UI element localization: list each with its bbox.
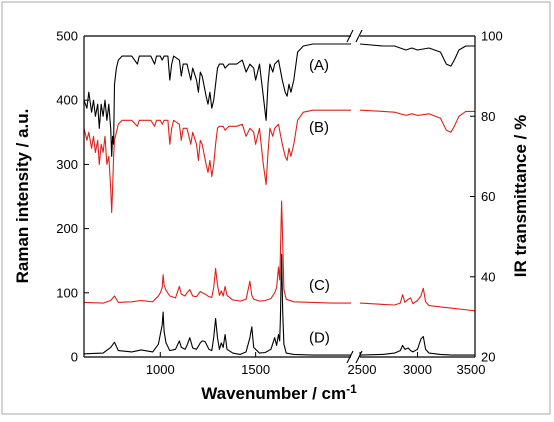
- series-line-a-segment-2: [359, 43, 475, 67]
- curve-label-c: (C): [309, 277, 330, 294]
- axis-break-gap-top: [351, 31, 360, 41]
- series-line-c-segment-1: [83, 200, 351, 304]
- y-right-tick-label: 60: [481, 189, 495, 204]
- y-axis-right-title: IR transmittance / %: [511, 115, 530, 278]
- series-line-b-segment-1: [83, 109, 351, 214]
- x-tick-label: 3000: [403, 362, 432, 377]
- y-right-tick-label: 40: [481, 269, 495, 284]
- axis-break-mark: [346, 350, 354, 364]
- y-left-tick-label: 100: [56, 285, 78, 300]
- axis-break-mark: [355, 350, 363, 364]
- y-left-tick-label: 200: [56, 221, 78, 236]
- series-line-c-segment-2: [359, 287, 476, 312]
- ticks-layer: 0 100 200 300 400 500 20 40 60 80 100 1000 1500 2500 3…: [56, 29, 502, 378]
- x-tick-label: 1000: [146, 362, 175, 377]
- y-right-tick-label: 80: [481, 109, 495, 124]
- y-axis-left-title: Raman intensity / a.u.: [13, 109, 32, 284]
- y-right-tick-label: 100: [481, 29, 503, 44]
- curve-label-d: (D): [309, 330, 330, 347]
- series-line-d-segment-2: [359, 335, 475, 356]
- y-left-tick-label: 0: [71, 350, 78, 365]
- x-tick-label: 2500: [348, 362, 377, 377]
- axis-break-mark: [346, 29, 354, 43]
- series-line-b-segment-2: [359, 109, 475, 133]
- series-layer: [83, 43, 476, 356]
- series-line-a-segment-1: [83, 43, 351, 157]
- y-left-tick-label: 500: [56, 29, 78, 44]
- series-line-d-segment-1: [83, 253, 351, 356]
- x-axis-title-superscript: -1: [346, 382, 357, 396]
- y-right-tick-label: 20: [481, 350, 495, 365]
- curve-label-b: (B): [309, 119, 329, 136]
- figure-frame: [1, 1, 551, 415]
- x-axis-title-text: Wavenumber / cm: [201, 384, 346, 403]
- axis-break-gap-bottom: [351, 352, 360, 362]
- x-axis-title: Wavenumber / cm-1: [201, 382, 357, 403]
- y-left-tick-label: 300: [56, 157, 78, 172]
- curve-label-a: (A): [309, 57, 329, 74]
- x-tick-label: 3500: [457, 362, 486, 377]
- axis-break-mark: [355, 29, 363, 43]
- axes-layer: [83, 29, 476, 364]
- y-left-tick-label: 400: [56, 93, 78, 108]
- x-tick-label: 1500: [241, 362, 270, 377]
- curve-labels-layer: (A) (B) (C) (D): [309, 57, 330, 347]
